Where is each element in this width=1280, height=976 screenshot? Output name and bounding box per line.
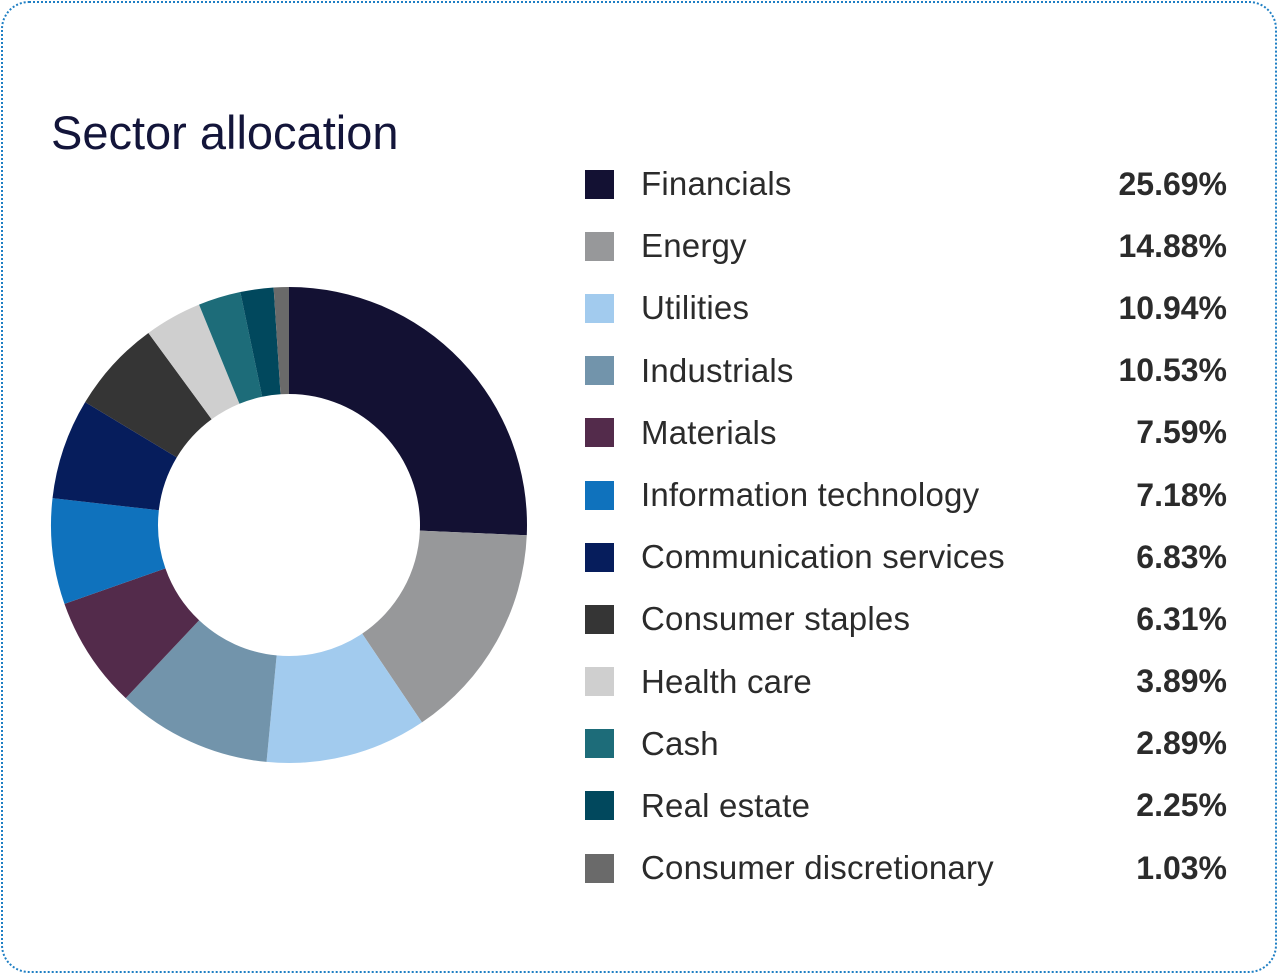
legend-label: Information technology bbox=[641, 476, 980, 514]
slice-consumer-staples bbox=[85, 332, 212, 458]
legend-value: 1.03% bbox=[1136, 849, 1227, 886]
legend-value: 3.89% bbox=[1136, 663, 1227, 700]
chart-title: Sector allocation bbox=[51, 106, 399, 159]
legend-swatch bbox=[585, 356, 614, 386]
legend-swatch bbox=[585, 604, 614, 634]
chart-legend: Financials 25.69% Energy 14.88% Utilities 10.… bbox=[585, 153, 1227, 899]
legend-swatch bbox=[585, 418, 614, 448]
legend-item-materials: Materials 7.59% bbox=[585, 402, 1227, 464]
legend-item-financials: Financials 25.69% bbox=[585, 153, 1227, 215]
slice-energy bbox=[362, 530, 527, 723]
legend-value: 2.25% bbox=[1136, 787, 1227, 824]
legend-swatch bbox=[585, 231, 614, 261]
legend-item-cash: Cash 2.89% bbox=[585, 713, 1227, 775]
legend-label: Cash bbox=[641, 724, 719, 762]
legend-label: Financials bbox=[641, 165, 792, 203]
donut-chart bbox=[51, 287, 527, 763]
legend-label: Consumer staples bbox=[641, 600, 911, 638]
legend-value: 10.94% bbox=[1118, 289, 1227, 326]
slice-industrials bbox=[125, 620, 277, 762]
legend-item-consumer-discretionary: Consumer discretionary 1.03% bbox=[585, 837, 1227, 899]
legend-swatch bbox=[585, 667, 614, 697]
legend-item-communication-services: Communication services 6.83% bbox=[585, 526, 1227, 588]
legend-item-consumer-staples: Consumer staples 6.31% bbox=[585, 588, 1227, 650]
legend-swatch bbox=[585, 853, 614, 883]
legend-swatch bbox=[585, 791, 614, 821]
legend-value: 6.31% bbox=[1136, 600, 1227, 637]
slice-materials bbox=[64, 568, 200, 699]
legend-item-real-estate: Real estate 2.25% bbox=[585, 775, 1227, 837]
legend-item-energy: Energy 14.88% bbox=[585, 215, 1227, 277]
legend-label: Energy bbox=[641, 227, 747, 265]
legend-swatch bbox=[585, 542, 614, 572]
legend-swatch bbox=[585, 169, 614, 199]
legend-swatch bbox=[585, 480, 614, 510]
slice-consumer-discretionary bbox=[273, 287, 289, 395]
legend-value: 2.89% bbox=[1136, 725, 1227, 762]
legend-swatch bbox=[585, 729, 614, 759]
legend-label: Communication services bbox=[641, 538, 1005, 576]
slice-communication-services bbox=[52, 402, 177, 511]
legend-item-industrials: Industrials 10.53% bbox=[585, 340, 1227, 402]
legend-label: Materials bbox=[641, 413, 777, 451]
slice-cash bbox=[199, 292, 263, 404]
legend-value: 7.18% bbox=[1136, 476, 1227, 513]
slice-health-care bbox=[148, 304, 240, 420]
legend-item-information-technology: Information technology 7.18% bbox=[585, 464, 1227, 526]
legend-value: 14.88% bbox=[1118, 227, 1227, 264]
slice-real-estate bbox=[240, 287, 281, 397]
legend-value: 7.59% bbox=[1136, 414, 1227, 451]
slice-information-technology bbox=[51, 498, 166, 604]
legend-item-utilities: Utilities 10.94% bbox=[585, 277, 1227, 339]
slice-utilities bbox=[266, 633, 422, 763]
legend-label: Utilities bbox=[641, 289, 750, 327]
slice-financials bbox=[289, 287, 527, 536]
legend-item-health-care: Health care 3.89% bbox=[585, 651, 1227, 713]
legend-swatch bbox=[585, 293, 614, 323]
legend-value: 10.53% bbox=[1118, 352, 1227, 389]
legend-label: Consumer discretionary bbox=[641, 849, 994, 887]
legend-label: Industrials bbox=[641, 351, 794, 389]
legend-label: Health care bbox=[641, 662, 812, 700]
legend-value: 6.83% bbox=[1136, 538, 1227, 575]
legend-value: 25.69% bbox=[1118, 165, 1227, 202]
legend-label: Real estate bbox=[641, 786, 811, 824]
